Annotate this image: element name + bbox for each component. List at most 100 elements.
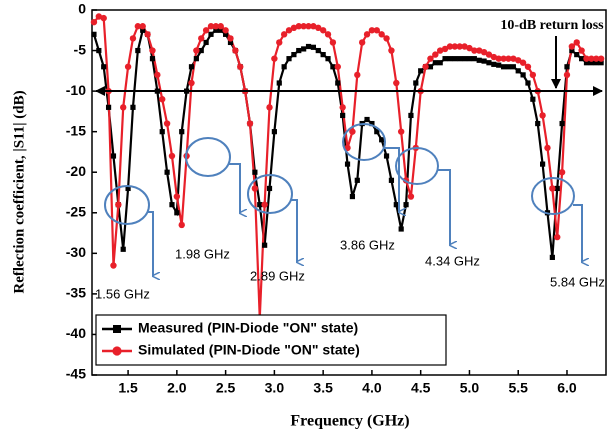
marker bbox=[461, 43, 468, 50]
x-tick-label: 5.5 bbox=[508, 380, 528, 396]
marker bbox=[325, 56, 331, 62]
callout-arrow bbox=[148, 211, 153, 276]
marker bbox=[397, 128, 405, 135]
callout-arrow bbox=[437, 169, 450, 245]
callouts: 1.56 GHz 1.98 GHz 2.89 GHz 3.86 GHz 4.34… bbox=[95, 123, 605, 301]
marker bbox=[418, 68, 424, 74]
marker bbox=[549, 185, 556, 192]
marker bbox=[246, 120, 254, 127]
marker bbox=[486, 60, 492, 66]
marker bbox=[427, 64, 434, 70]
marker bbox=[437, 60, 443, 66]
marker bbox=[90, 18, 98, 26]
marker bbox=[388, 47, 395, 54]
marker bbox=[329, 39, 337, 46]
marker bbox=[95, 13, 103, 20]
marker bbox=[574, 52, 580, 58]
marker bbox=[330, 64, 336, 70]
marker bbox=[96, 47, 102, 54]
marker bbox=[266, 185, 273, 192]
marker bbox=[295, 23, 302, 30]
marker bbox=[101, 64, 107, 70]
marker bbox=[500, 55, 507, 62]
marker bbox=[154, 71, 161, 79]
marker bbox=[471, 47, 478, 54]
marker bbox=[510, 64, 516, 70]
marker bbox=[466, 56, 473, 62]
marker bbox=[188, 64, 195, 70]
marker bbox=[578, 47, 585, 54]
marker bbox=[432, 51, 439, 58]
marker bbox=[525, 80, 531, 86]
marker bbox=[168, 152, 176, 160]
annotation: 3.86 GHz bbox=[340, 237, 395, 252]
annotation: 5.84 GHz bbox=[550, 274, 605, 289]
y-tick-label: -20 bbox=[66, 163, 86, 179]
marker bbox=[383, 35, 390, 42]
x-tick-label: 5.0 bbox=[460, 380, 480, 396]
marker bbox=[496, 62, 502, 68]
marker bbox=[535, 120, 541, 127]
y-tick-label: -15 bbox=[66, 122, 86, 138]
x-tick-label: 4.0 bbox=[362, 380, 382, 396]
marker bbox=[100, 14, 107, 22]
marker bbox=[266, 104, 273, 111]
marker bbox=[379, 137, 385, 143]
legend-box bbox=[95, 314, 447, 366]
marker bbox=[271, 55, 278, 62]
marker bbox=[169, 202, 175, 208]
marker bbox=[112, 346, 122, 356]
marker bbox=[310, 23, 317, 30]
marker bbox=[354, 71, 361, 79]
marker bbox=[305, 43, 312, 50]
marker bbox=[286, 56, 292, 62]
marker bbox=[173, 193, 181, 200]
x-tick-label: 2.0 bbox=[167, 380, 187, 396]
y-tick-label: -5 bbox=[74, 41, 87, 57]
marker bbox=[130, 104, 136, 110]
marker bbox=[393, 202, 399, 208]
callout-arrow bbox=[229, 163, 240, 213]
marker bbox=[110, 262, 117, 269]
marker bbox=[188, 79, 195, 87]
marker bbox=[164, 169, 170, 175]
callout-circle bbox=[185, 137, 231, 177]
y-tick-label: -35 bbox=[66, 285, 86, 301]
marker bbox=[349, 193, 356, 200]
y-axis-label: Reflection coefficient, |S11| (dB) bbox=[11, 90, 27, 293]
marker bbox=[471, 56, 477, 62]
marker bbox=[358, 39, 366, 46]
x-axis-label: Frequency (GHz) bbox=[290, 413, 409, 430]
marker bbox=[91, 31, 97, 37]
marker bbox=[344, 161, 351, 167]
marker bbox=[227, 39, 234, 46]
marker bbox=[213, 27, 219, 33]
marker bbox=[129, 35, 137, 42]
marker bbox=[124, 63, 132, 70]
marker bbox=[135, 47, 141, 54]
marker bbox=[441, 45, 449, 53]
annotation: 2.89 GHz bbox=[250, 268, 305, 283]
marker bbox=[559, 120, 565, 127]
marker bbox=[515, 57, 522, 64]
marker bbox=[198, 35, 205, 42]
marker bbox=[510, 55, 517, 62]
marker bbox=[432, 60, 438, 66]
marker bbox=[485, 51, 493, 58]
marker bbox=[481, 58, 487, 64]
marker bbox=[422, 63, 429, 70]
marker bbox=[159, 129, 165, 135]
marker bbox=[554, 185, 560, 192]
marker bbox=[368, 27, 376, 34]
marker bbox=[563, 71, 571, 79]
annotation: 1.56 GHz bbox=[95, 286, 150, 301]
marker bbox=[436, 47, 444, 54]
marker bbox=[554, 233, 561, 241]
marker bbox=[452, 56, 458, 62]
marker bbox=[339, 104, 346, 111]
marker bbox=[461, 56, 468, 62]
y-tick-label: -30 bbox=[66, 244, 86, 260]
marker bbox=[290, 24, 298, 32]
marker bbox=[349, 128, 356, 135]
y-tick-label: -10 bbox=[66, 82, 86, 98]
